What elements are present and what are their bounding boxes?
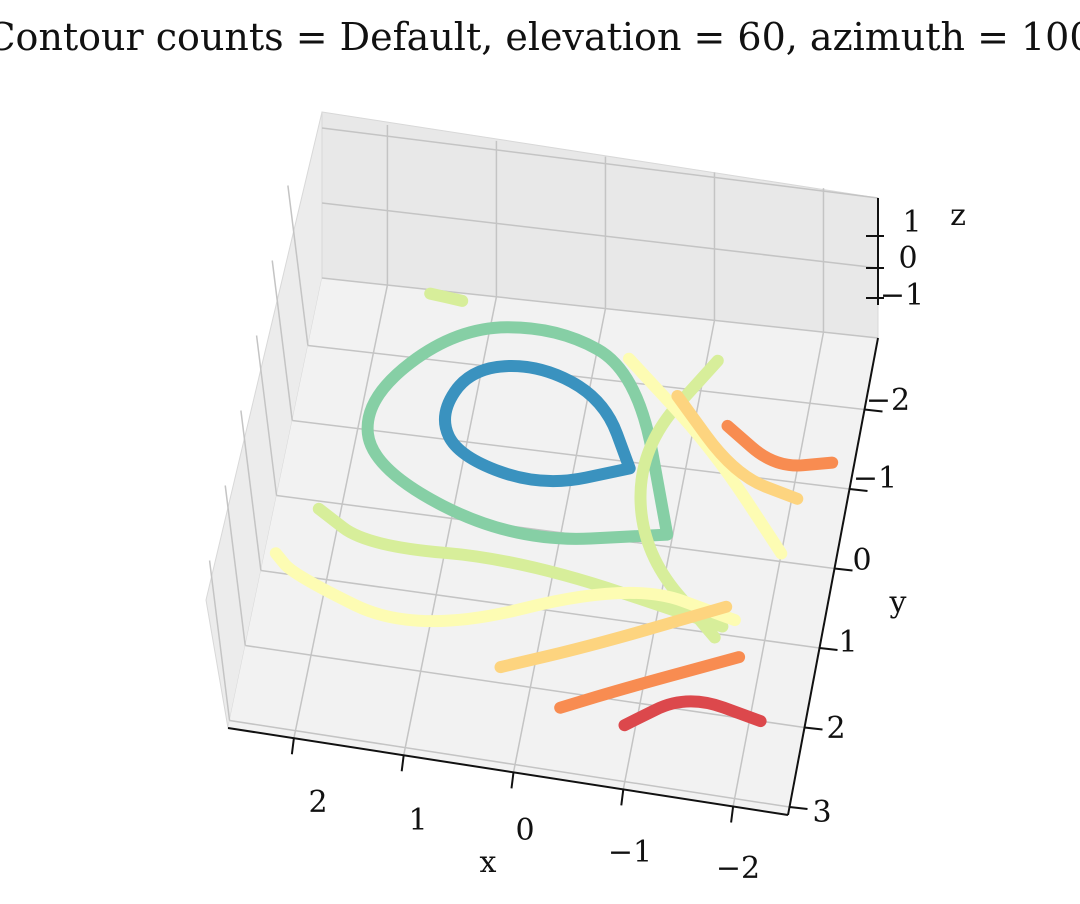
contour-lines (269, 287, 839, 732)
grid-line-x (732, 331, 825, 807)
grid-line-y (307, 344, 865, 411)
chart-title: Contour counts = Default, elevation = 60… (0, 15, 1080, 59)
y-tick-label: 2 (826, 711, 845, 746)
y-tick-label: 3 (812, 795, 831, 830)
contour-line (269, 547, 741, 628)
x-tick-label: 1 (408, 803, 427, 838)
x-tick-label: 2 (308, 785, 327, 820)
z-tick-label: 0 (898, 241, 917, 276)
z-tick-label: 1 (902, 205, 921, 240)
y-tick-label: 1 (838, 625, 857, 660)
grid-line-z (321, 127, 879, 199)
y-axis-line (787, 337, 879, 816)
z-axis-label: z (950, 198, 966, 233)
x-tick-label: −2 (716, 851, 760, 886)
grid-line-y (276, 494, 835, 570)
floor-pane (228, 278, 878, 815)
y-tick-label: 0 (852, 543, 871, 578)
z-tick-label: −1 (880, 278, 924, 313)
grid-line-y (229, 719, 790, 808)
x-tick (730, 806, 735, 823)
y-tick (804, 726, 823, 731)
contour-line (618, 695, 767, 732)
grid-line-side (255, 335, 278, 496)
grid-line-z (321, 202, 879, 269)
grid-line-side (240, 410, 262, 571)
y-axis-label: y (889, 585, 907, 620)
contour-line (634, 354, 724, 644)
y-tick (789, 806, 808, 811)
grid-line-x (622, 320, 716, 790)
grid-line-side (224, 485, 246, 646)
x-tick (400, 755, 405, 772)
x-tick (290, 738, 295, 755)
grid-line-y (245, 644, 805, 729)
contour-line (361, 321, 674, 545)
grid-lines (208, 125, 879, 808)
grid-line-x (293, 284, 389, 739)
grid-line-side (271, 260, 293, 421)
x-tick (510, 772, 515, 789)
y-tick (834, 567, 853, 572)
y-tick (864, 408, 883, 413)
y-tick (819, 647, 838, 652)
contour-line (424, 287, 469, 307)
y-tick-label: −1 (853, 461, 897, 496)
contour-line (671, 390, 804, 505)
grid-line-z (321, 277, 879, 339)
y-tick-label: −2 (866, 383, 910, 418)
contour-line (438, 359, 636, 488)
x-tick (620, 789, 625, 806)
contour-line (554, 651, 746, 714)
grid-line-side (287, 185, 309, 346)
x-tick-label: 0 (515, 813, 534, 848)
axis-lines (227, 198, 879, 816)
x-axis-line (227, 727, 789, 816)
contour-line (494, 600, 733, 674)
contour-line (721, 419, 839, 472)
grid-line-side (208, 560, 231, 721)
y-tick (849, 488, 868, 493)
axes-panes (205, 111, 879, 815)
x-tick-label: −1 (608, 835, 652, 870)
x-axis-label: x (480, 845, 497, 880)
contour-line (623, 352, 788, 560)
